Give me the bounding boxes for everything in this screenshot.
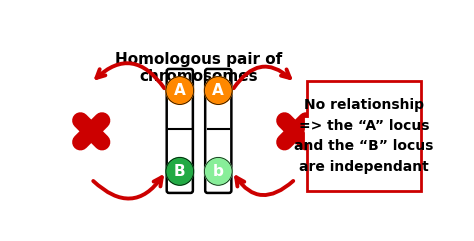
- FancyArrowPatch shape: [234, 67, 290, 88]
- FancyArrowPatch shape: [93, 177, 162, 199]
- Text: A: A: [212, 83, 224, 98]
- Text: No relationship
=> the “A” locus
and the “B” locus
are independant: No relationship => the “A” locus and the…: [294, 98, 434, 174]
- Circle shape: [204, 77, 232, 104]
- FancyBboxPatch shape: [167, 69, 193, 193]
- FancyArrowPatch shape: [96, 63, 164, 88]
- Circle shape: [166, 158, 194, 185]
- Text: Homologous pair of
chromosomes: Homologous pair of chromosomes: [115, 52, 283, 84]
- Circle shape: [204, 158, 232, 185]
- FancyArrowPatch shape: [236, 177, 293, 195]
- Polygon shape: [303, 120, 307, 141]
- FancyBboxPatch shape: [307, 81, 421, 191]
- FancyBboxPatch shape: [205, 69, 231, 193]
- Text: B: B: [174, 164, 186, 179]
- Text: b: b: [213, 164, 224, 179]
- Text: A: A: [174, 83, 186, 98]
- Circle shape: [166, 77, 194, 104]
